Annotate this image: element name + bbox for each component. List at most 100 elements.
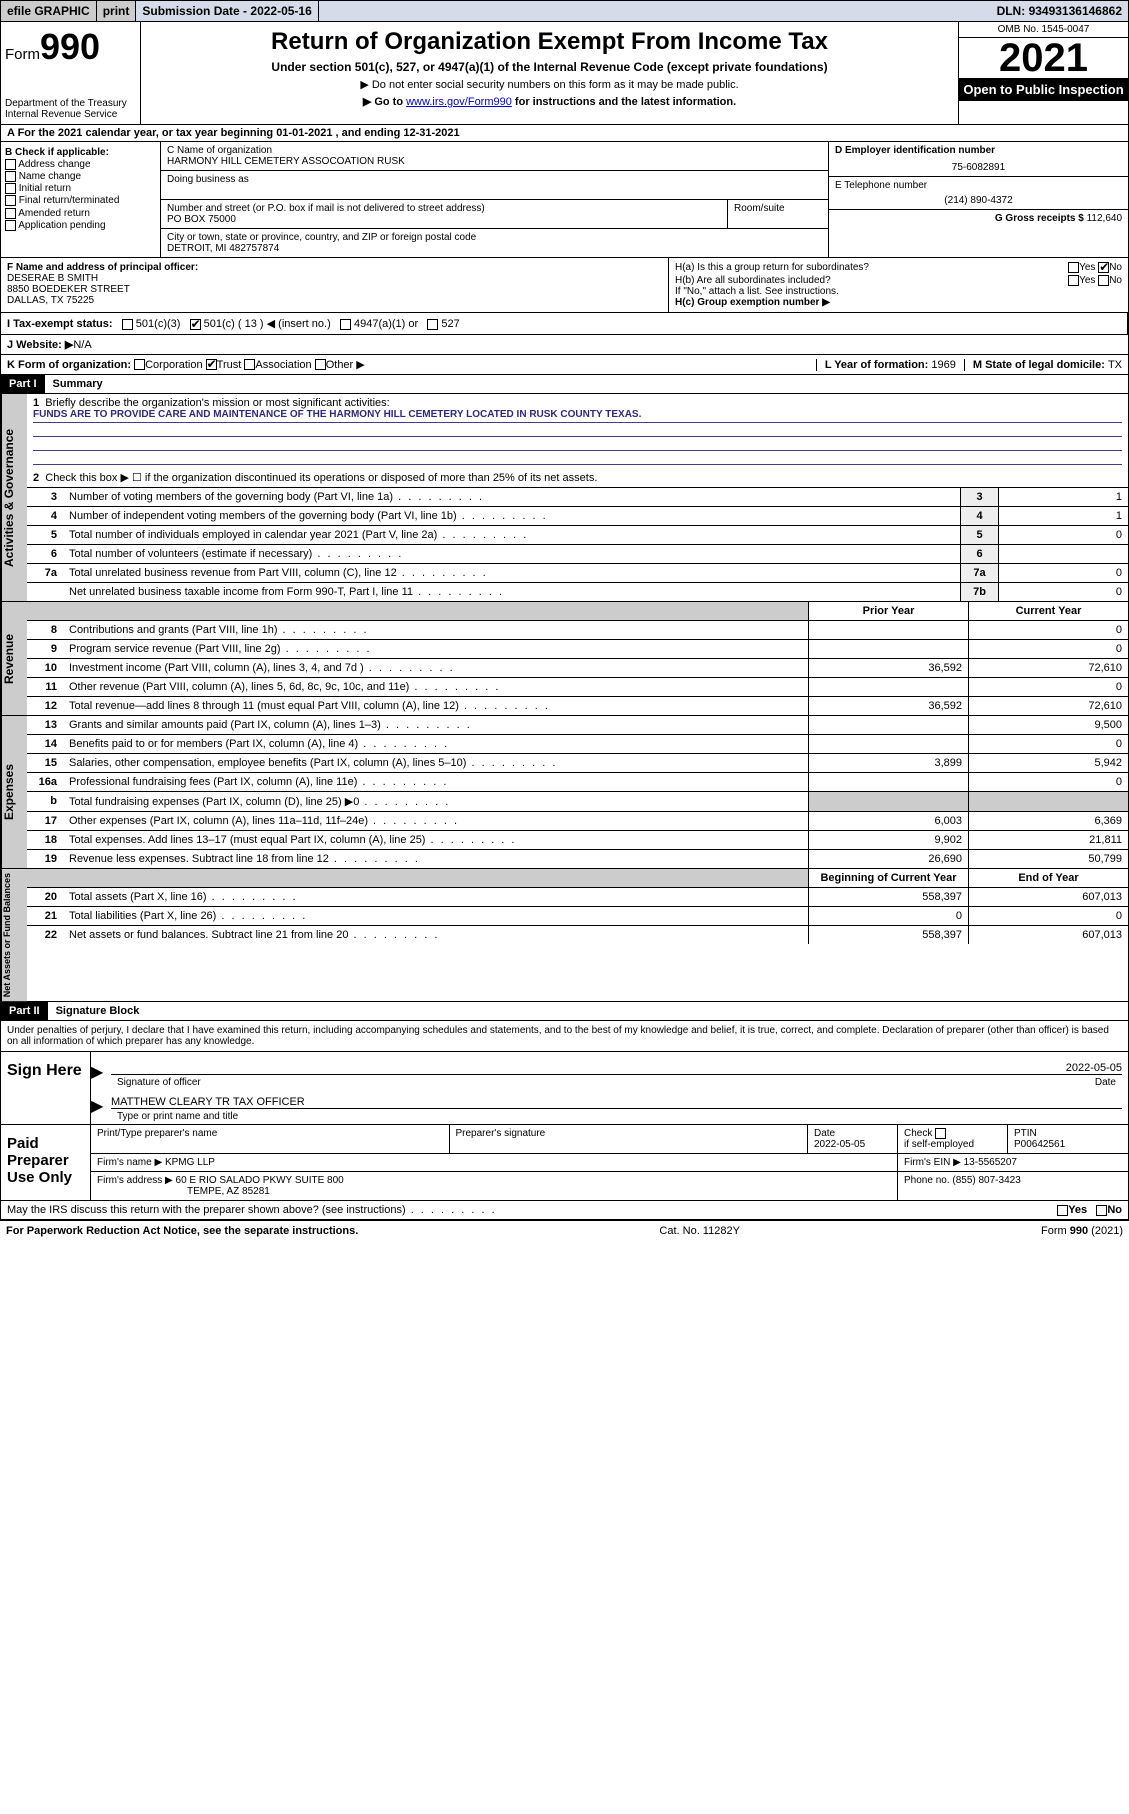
chk-initial[interactable]: Initial return <box>5 183 156 194</box>
irs-link[interactable]: www.irs.gov/Form990 <box>406 96 512 108</box>
sig-officer-label: Signature of officer <box>111 1075 207 1090</box>
chk-name[interactable]: Name change <box>5 171 156 182</box>
irs-label: Internal Revenue Service <box>5 109 136 120</box>
chk-self-employed[interactable] <box>935 1128 946 1139</box>
prior-year-hdr: Prior Year <box>808 602 968 620</box>
fin-row: 14Benefits paid to or for members (Part … <box>27 735 1128 754</box>
form-note-1: ▶ Do not enter social security numbers o… <box>147 78 952 91</box>
ein-value: 75-6082891 <box>835 162 1122 173</box>
governance-tab: Activities & Governance <box>1 394 27 601</box>
firm-addr1: 60 E RIO SALADO PKWY SUITE 800 <box>176 1175 344 1186</box>
q1: 1 Briefly describe the organization's mi… <box>27 394 1128 468</box>
ha-label: H(a) Is this a group return for subordin… <box>675 262 1068 273</box>
print-button[interactable]: print <box>97 1 137 21</box>
firm-name: KPMG LLP <box>165 1157 215 1168</box>
street-value: PO BOX 75000 <box>167 214 721 225</box>
footer-catno: Cat. No. 11282Y <box>659 1225 740 1237</box>
row-k: K Form of organization: Corporation Trus… <box>0 355 1129 375</box>
chk-pending[interactable]: Application pending <box>5 220 156 231</box>
officer-addr2: DALLAS, TX 75225 <box>7 295 662 306</box>
sign-date: 2022-05-05 <box>111 1062 1122 1074</box>
tel-label: E Telephone number <box>835 180 1122 191</box>
chk-trust[interactable] <box>206 359 217 370</box>
may-discuss-text: May the IRS discuss this return with the… <box>7 1204 497 1216</box>
may-yes-chk[interactable] <box>1057 1205 1068 1216</box>
part1-title: Summary <box>45 375 111 393</box>
sig-date-label: Date <box>1089 1075 1122 1090</box>
box-c: C Name of organization HARMONY HILL CEME… <box>161 142 828 257</box>
part2-header: Part II Signature Block <box>0 1002 1129 1021</box>
chk-501c[interactable] <box>190 319 201 330</box>
chk-other[interactable] <box>315 359 326 370</box>
tax-status-label: I Tax-exempt status: <box>7 318 113 330</box>
gross-label: G Gross receipts $ <box>995 213 1087 224</box>
chk-corp[interactable] <box>134 359 145 370</box>
chk-assoc[interactable] <box>244 359 255 370</box>
ein-label: D Employer identification number <box>835 145 1122 156</box>
fin-row: 9Program service revenue (Part VIII, lin… <box>27 640 1128 659</box>
gov-row: 7aTotal unrelated business revenue from … <box>27 564 1128 583</box>
row-j: J Website: ▶ N/A <box>0 335 1129 355</box>
ha-yes-chk[interactable] <box>1068 262 1079 273</box>
fin-row: 19Revenue less expenses. Subtract line 1… <box>27 850 1128 868</box>
fin-row: 10Investment income (Part VIII, column (… <box>27 659 1128 678</box>
beg-year-hdr: Beginning of Current Year <box>808 869 968 887</box>
prep-date-hdr: Date <box>814 1128 891 1139</box>
may-no-chk[interactable] <box>1096 1205 1107 1216</box>
preparer-block: Paid Preparer Use Only Print/Type prepar… <box>0 1125 1129 1201</box>
website-label: J Website: ▶ <box>7 338 73 351</box>
org-name-label: C Name of organization <box>167 145 822 156</box>
fin-row: 17Other expenses (Part IX, column (A), l… <box>27 812 1128 831</box>
footer-left: For Paperwork Reduction Act Notice, see … <box>6 1225 358 1237</box>
form-title: Return of Organization Exempt From Incom… <box>147 28 952 56</box>
form-note-2: ▶ Go to www.irs.gov/Form990 for instruct… <box>147 95 952 108</box>
firm-addr2: TEMPE, AZ 85281 <box>187 1186 891 1197</box>
tel-value: (214) 890-4372 <box>835 195 1122 206</box>
chk-amended[interactable]: Amended return <box>5 208 156 219</box>
footer-right: Form 990 (2021) <box>1041 1225 1123 1237</box>
domicile: TX <box>1108 359 1122 371</box>
dba-label: Doing business as <box>161 171 828 199</box>
org-name: HARMONY HILL CEMETERY ASSOCOATION RUSK <box>167 156 822 167</box>
ha-no-chk[interactable] <box>1098 262 1109 273</box>
form-header: Form990 Department of the Treasury Inter… <box>0 22 1129 125</box>
efile-button[interactable]: efile GRAPHIC <box>1 1 97 21</box>
chk-501c3[interactable] <box>122 319 133 330</box>
rev-header: Prior Year Current Year <box>27 602 1128 621</box>
submission-date: Submission Date - 2022-05-16 <box>136 1 318 21</box>
preparer-label: Paid Preparer Use Only <box>1 1125 91 1200</box>
sign-block: Sign Here ▶ 2022-05-05 Signature of offi… <box>0 1052 1129 1125</box>
part2-title: Signature Block <box>48 1002 148 1020</box>
net-header: Beginning of Current Year End of Year <box>27 869 1128 888</box>
year-formation: 1969 <box>931 359 955 371</box>
firm-name-label: Firm's name ▶ <box>97 1157 165 1168</box>
row-i: I Tax-exempt status: 501(c)(3) 501(c) ( … <box>0 313 1129 335</box>
gov-row: Net unrelated business taxable income fr… <box>27 583 1128 601</box>
chk-527[interactable] <box>427 319 438 330</box>
part1-label: Part I <box>1 375 45 393</box>
form-number: Form990 <box>5 26 136 68</box>
governance-section: Activities & Governance 1 Briefly descri… <box>0 394 1129 602</box>
fin-row: 16aProfessional fundraising fees (Part I… <box>27 773 1128 792</box>
hb-label: H(b) Are all subordinates included? <box>675 275 1068 286</box>
fin-row: 22Net assets or fund balances. Subtract … <box>27 926 1128 944</box>
gov-row: 4Number of independent voting members of… <box>27 507 1128 526</box>
fin-row: 20Total assets (Part X, line 16)558,3976… <box>27 888 1128 907</box>
year-formation-label: L Year of formation: <box>825 359 932 371</box>
q1-text: Briefly describe the organization's miss… <box>45 397 389 409</box>
form-subtitle: Under section 501(c), 527, or 4947(a)(1)… <box>147 60 952 74</box>
chk-final[interactable]: Final return/terminated <box>5 195 156 206</box>
fin-row: 13Grants and similar amounts paid (Part … <box>27 716 1128 735</box>
prep-name-hdr: Print/Type preparer's name <box>91 1125 450 1153</box>
hb-note: If "No," attach a list. See instructions… <box>675 286 1122 297</box>
prep-sig-hdr: Preparer's signature <box>450 1125 809 1153</box>
website-value: N/A <box>73 339 91 351</box>
fin-row: 11Other revenue (Part VIII, column (A), … <box>27 678 1128 697</box>
chk-address[interactable]: Address change <box>5 159 156 170</box>
hb-no-chk[interactable] <box>1098 275 1109 286</box>
identity-block: B Check if applicable: Address change Na… <box>0 142 1129 258</box>
gov-row: 6Total number of volunteers (estimate if… <box>27 545 1128 564</box>
domicile-label: M State of legal domicile: <box>973 359 1108 371</box>
hb-yes-chk[interactable] <box>1068 275 1079 286</box>
chk-4947[interactable] <box>340 319 351 330</box>
